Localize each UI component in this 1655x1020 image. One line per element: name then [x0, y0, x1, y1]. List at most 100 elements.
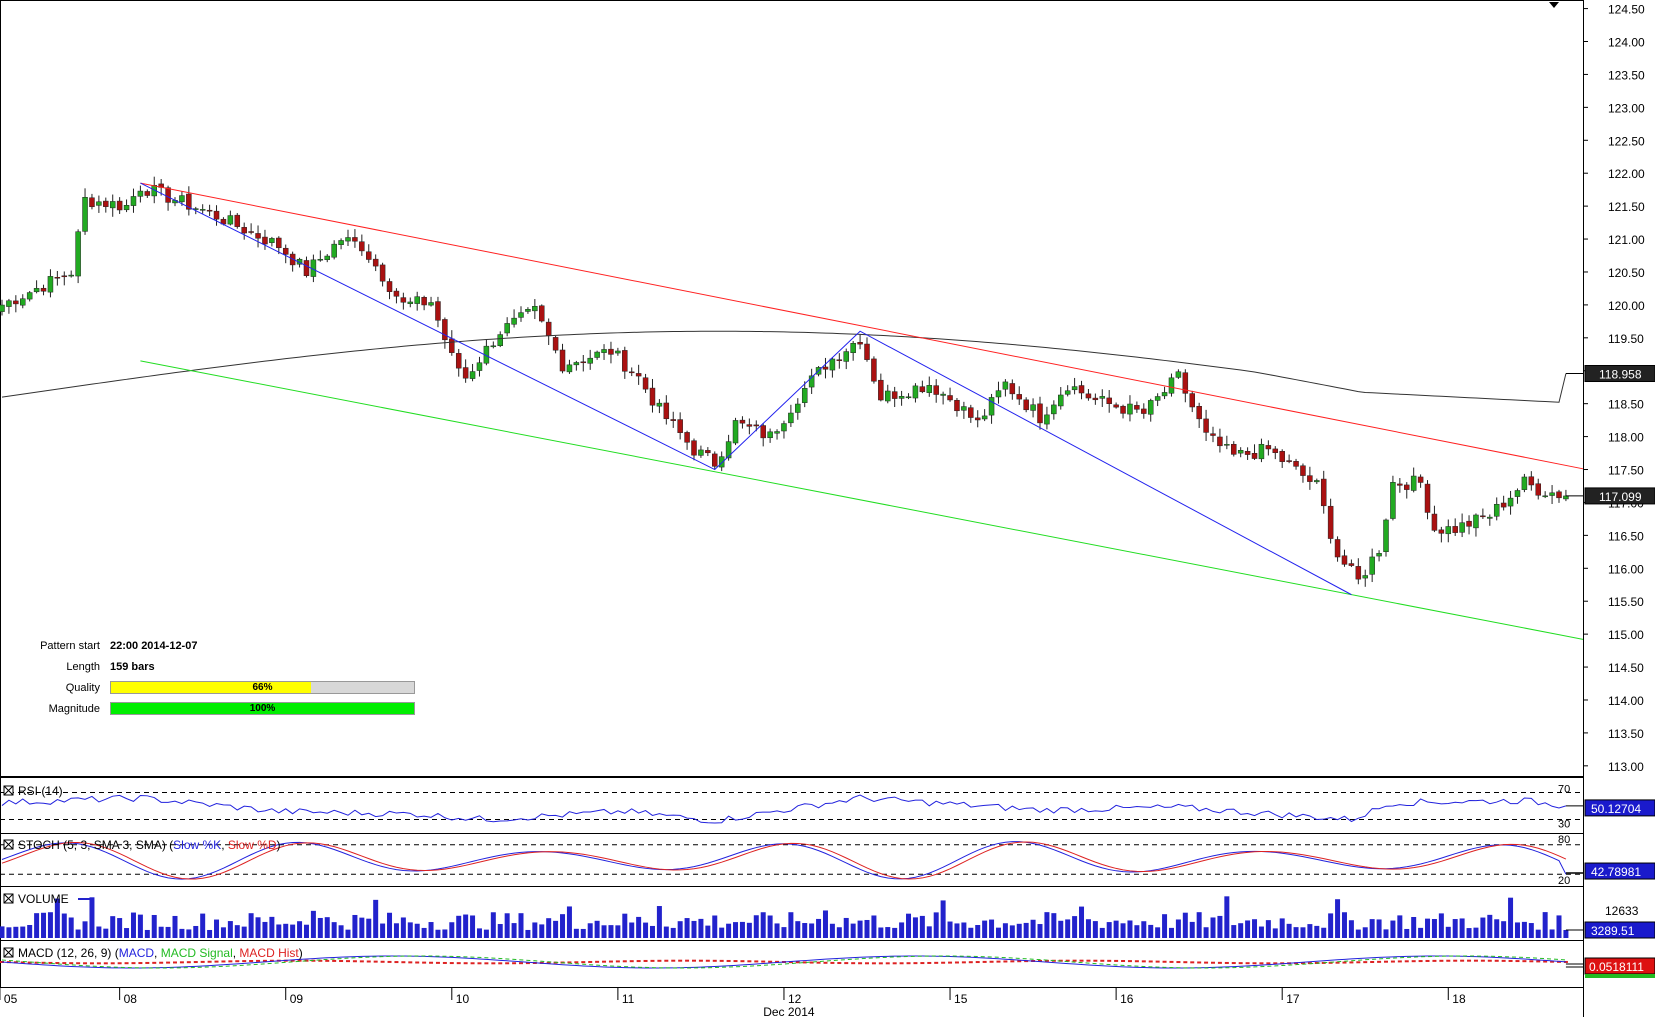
volume-bar — [1314, 925, 1320, 938]
candle-body — [1279, 451, 1285, 462]
candle-body — [1078, 385, 1085, 394]
volume-bar — [1514, 922, 1520, 938]
candle-body — [414, 296, 420, 304]
candle-body — [276, 237, 282, 249]
y-tick-label: 124.50 — [1608, 3, 1645, 17]
volume-bar — [387, 912, 393, 938]
candle-body — [54, 277, 61, 279]
candle-body — [1410, 475, 1417, 491]
volume-bar — [103, 928, 109, 938]
volume-bar — [1258, 926, 1264, 938]
volume-bar — [1127, 920, 1133, 938]
candle-body — [1355, 566, 1362, 580]
volume-bar — [449, 922, 455, 938]
volume-bar — [608, 925, 614, 938]
candle-body — [732, 420, 739, 444]
candle-body — [1507, 497, 1514, 507]
candle-body — [1417, 476, 1424, 483]
volume-bar — [54, 898, 60, 938]
candle-body — [670, 419, 676, 421]
rsi-value-tag-box — [1584, 799, 1655, 817]
candle-body — [1514, 490, 1521, 497]
candle-body — [1120, 405, 1126, 414]
candles-group — [0, 176, 1569, 587]
volume-bar — [912, 917, 918, 938]
volume-value-tag: 3289.51 — [1591, 924, 1635, 938]
candle-body — [878, 379, 884, 401]
volume-bar — [1210, 917, 1216, 938]
price-tag-box — [1584, 365, 1655, 383]
candle-body — [1217, 436, 1223, 447]
candle-body — [1300, 465, 1306, 476]
candle-body — [885, 390, 891, 402]
candle-body — [1051, 404, 1057, 415]
macd-signal-swatch — [1585, 974, 1655, 978]
volume-bar — [767, 915, 773, 938]
volume-bar — [483, 929, 489, 938]
volume-bar — [1009, 925, 1015, 938]
candle-body — [13, 300, 19, 305]
volume-bar — [1141, 921, 1147, 938]
candle-body — [206, 209, 213, 212]
volume-bar — [1411, 916, 1417, 938]
volume-bar — [290, 924, 296, 938]
candle-body — [338, 240, 344, 245]
stoch-close-cross-icon — [3, 839, 14, 850]
main-plot-frame — [0, 0, 1584, 777]
volume-bar — [1203, 927, 1209, 938]
volume-bar — [1494, 919, 1500, 938]
volume-bar — [677, 921, 683, 938]
candle-body — [20, 298, 26, 306]
volume-bar — [1238, 923, 1244, 938]
volume-bar — [1293, 927, 1299, 938]
volume-bar — [1016, 923, 1022, 938]
volume-bar — [1134, 925, 1140, 938]
macd-title-sep2: , — [233, 946, 240, 960]
candle-body — [317, 258, 324, 261]
candle-body — [712, 453, 718, 467]
candle-body — [1196, 406, 1202, 420]
volume-bar — [518, 913, 524, 938]
rsi-close-cross-icon — [3, 785, 14, 796]
volume-bar — [1162, 914, 1168, 938]
candle-body — [981, 415, 988, 420]
volume-bar — [331, 922, 337, 938]
volume-bar — [1549, 929, 1555, 938]
candle-body — [303, 260, 310, 277]
stoch-level-label: 80 — [1558, 834, 1570, 846]
candle-body — [151, 185, 157, 197]
volume-bar — [241, 926, 247, 938]
macd-close-cross-icon — [3, 947, 14, 958]
volume-bar — [158, 926, 164, 938]
stoch-title-main: STOCH (5, 3, SMA 3, SMA) ( — [18, 838, 173, 852]
volume-bar — [566, 906, 572, 938]
candle-body — [386, 281, 393, 292]
volume-bar — [1445, 926, 1451, 938]
candle-body — [407, 301, 414, 304]
volume-bar — [1217, 915, 1223, 938]
candle-body — [393, 290, 400, 297]
rsi-title: RSI (14) — [18, 784, 63, 798]
volume-bar — [712, 915, 718, 938]
candle-body — [788, 412, 794, 424]
volume-bar — [1487, 914, 1493, 938]
volume-bar — [1300, 927, 1306, 938]
candle-body — [227, 215, 234, 225]
magnitude-bar-fill — [111, 703, 414, 714]
volume-bar — [193, 925, 199, 938]
candle-body — [248, 231, 254, 233]
candle-body — [1189, 393, 1195, 408]
candle-body — [1480, 515, 1486, 518]
volume-bar — [1335, 899, 1341, 938]
volume-bar — [636, 916, 642, 938]
candle-body — [449, 338, 455, 353]
volume-bar — [214, 919, 220, 938]
volume-bar — [850, 923, 856, 938]
volume-bar — [1362, 927, 1368, 938]
x-tick-label: 16 — [1120, 992, 1134, 1006]
candle-body — [954, 399, 960, 412]
macd-title-main: MACD (12, 26, 9) ( — [18, 946, 119, 960]
y-tick-label: 116.50 — [1608, 529, 1644, 543]
candle-body — [1175, 371, 1182, 378]
candle-body — [718, 456, 725, 468]
